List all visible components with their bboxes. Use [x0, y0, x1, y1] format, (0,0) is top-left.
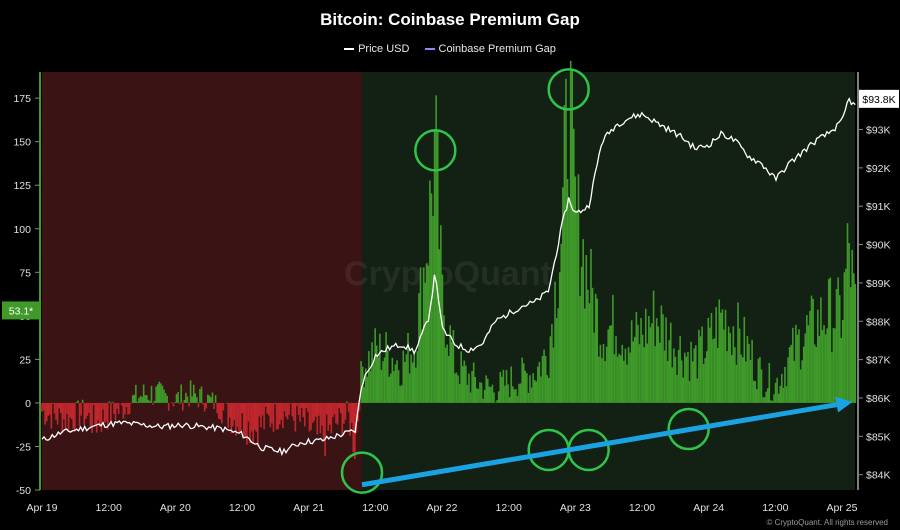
trend-arrow-line: [361, 402, 838, 488]
left-tick-label-6: 100: [13, 224, 31, 236]
chart-title: Bitcoin: Coinbase Premium Gap: [320, 10, 580, 29]
x-tick-label-6: Apr 22: [427, 502, 458, 514]
x-tick-label-1: 12:00: [96, 502, 122, 514]
right-tick-label-3: $87K: [866, 355, 891, 367]
legend-swatch-price: [344, 48, 355, 51]
highlight-circle-0: [340, 451, 384, 494]
source-note: © CryptoQuant. All rights reserved: [766, 518, 889, 527]
shaded-region-1: [362, 72, 855, 490]
legend-label-premium-gap: Coinbase Premium Gap: [438, 43, 556, 55]
x-tick-label-3: 12:00: [229, 502, 255, 514]
right-tick-label-6: $90K: [866, 240, 891, 252]
price-line: [41, 97, 856, 457]
x-tick-label-12: Apr 25: [827, 502, 858, 514]
legend-item-price[interactable]: Price USD: [344, 43, 409, 55]
current-premium-label: 53.1*: [9, 305, 34, 317]
current-price-badge: [859, 89, 899, 108]
highlight-circle-5: [667, 407, 710, 451]
current-price-label: $93.8K: [862, 94, 895, 106]
left-tick-label-2: 0: [25, 398, 31, 410]
left-tick-label-9: 175: [13, 93, 31, 105]
right-tick-label-4: $88K: [866, 316, 891, 328]
legend: Price USD Coinbase Premium Gap: [0, 43, 900, 55]
right-tick-label-0: $84K: [866, 470, 891, 482]
trend-arrow-head: [835, 396, 853, 413]
right-tick-label-1: $85K: [866, 431, 891, 443]
current-premium-badge: [2, 301, 40, 320]
legend-label-price: Price USD: [358, 43, 410, 55]
legend-item-premium-gap[interactable]: Coinbase Premium Gap: [424, 43, 556, 55]
left-tick-label-0: -50: [16, 485, 31, 497]
x-tick-label-8: Apr 23: [560, 502, 591, 514]
highlight-circle-1: [414, 129, 457, 172]
x-tick-label-7: 12:00: [496, 502, 522, 514]
x-tick-label-2: Apr 20: [160, 502, 191, 514]
left-tick-label-7: 125: [13, 180, 31, 192]
left-tick-label-1: -25: [16, 441, 31, 453]
watermark: CryptoQuant: [344, 255, 552, 293]
right-tick-label-8: $92K: [866, 163, 891, 175]
left-tick-label-3: 25: [19, 354, 31, 366]
x-tick-label-10: Apr 24: [693, 502, 724, 514]
x-tick-label-4: Apr 21: [293, 502, 324, 514]
x-tick-label-9: 12:00: [629, 502, 655, 514]
right-tick-label-9: $93K: [866, 125, 891, 137]
right-tick-label-2: $86K: [866, 393, 891, 405]
x-tick-label-0: Apr 19: [27, 502, 58, 514]
right-tick-label-7: $91K: [866, 201, 891, 213]
x-tick-label-5: 12:00: [362, 502, 388, 514]
x-tick-label-11: 12:00: [762, 502, 788, 514]
highlight-circle-2: [547, 68, 590, 111]
left-tick-label-5: 75: [19, 267, 31, 279]
right-tick-label-5: $89K: [866, 278, 891, 290]
left-tick-label-8: 150: [13, 137, 31, 149]
legend-swatch-premium-gap: [424, 48, 435, 51]
